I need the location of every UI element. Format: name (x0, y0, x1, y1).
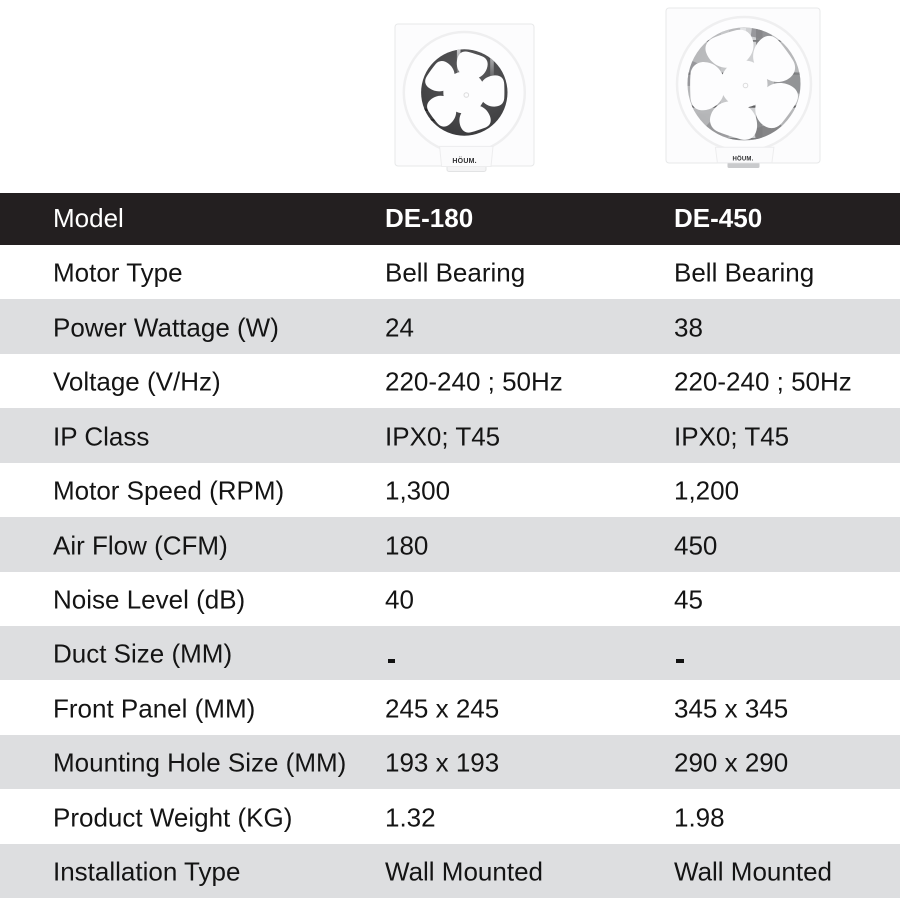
svg-text:HÖUM.: HÖUM. (733, 155, 754, 162)
svg-text:HÖUM.: HÖUM. (452, 156, 476, 165)
